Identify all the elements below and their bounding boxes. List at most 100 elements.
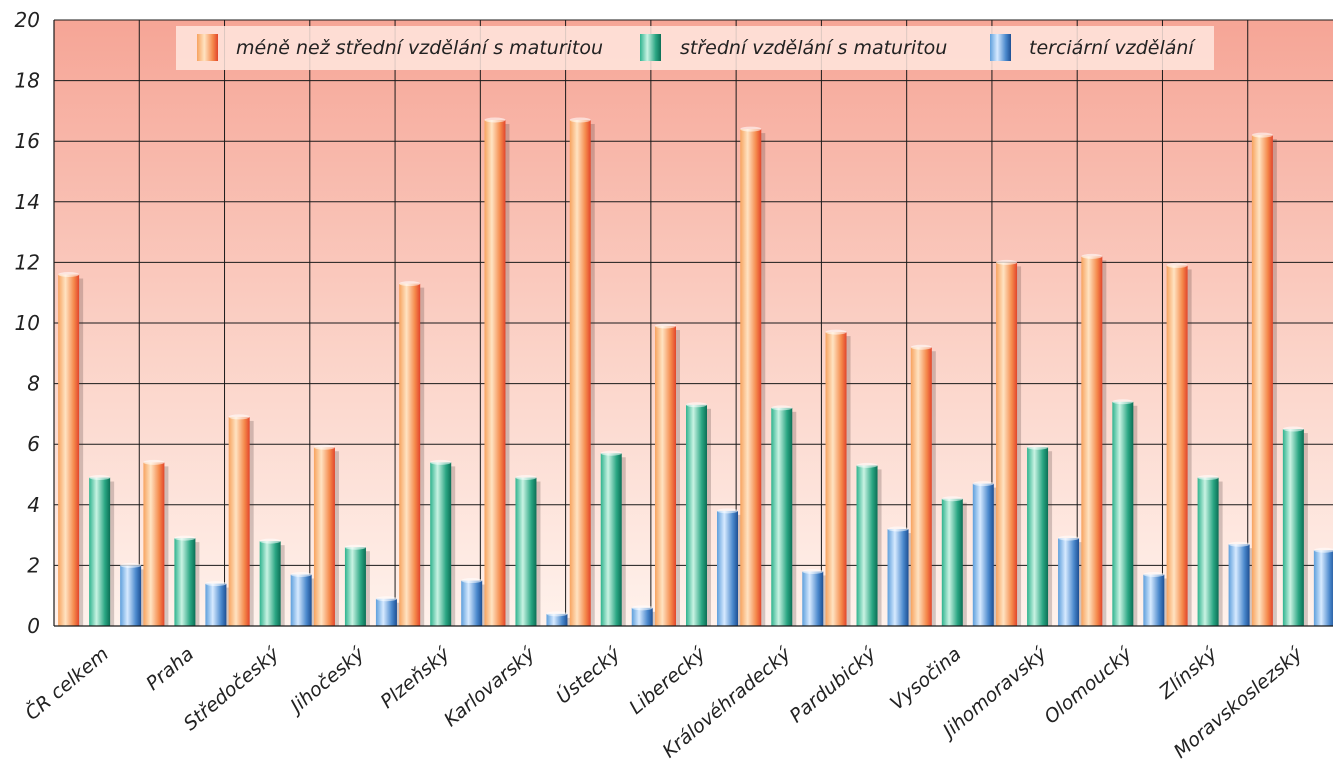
bar-cap bbox=[941, 496, 963, 502]
bar-1 bbox=[1197, 477, 1219, 626]
bar-cap bbox=[1143, 571, 1165, 577]
x-tick-label: Plzeňský bbox=[377, 642, 455, 712]
bar-1 bbox=[89, 477, 111, 626]
bar-0 bbox=[569, 119, 591, 627]
x-tick-label: Ústecký bbox=[551, 641, 625, 708]
y-tick-label: 8 bbox=[27, 372, 40, 396]
bar-cap bbox=[1027, 444, 1049, 450]
x-tick-label: Praha bbox=[142, 643, 198, 695]
y-tick-label: 16 bbox=[15, 129, 40, 153]
bar-0 bbox=[143, 462, 165, 626]
bar-0 bbox=[1166, 265, 1188, 626]
bar-2 bbox=[375, 598, 397, 626]
y-tick-label: 4 bbox=[27, 493, 40, 517]
x-tick-label: Vysočina bbox=[886, 643, 965, 715]
bar-0 bbox=[655, 326, 676, 626]
bar-0 bbox=[1081, 256, 1103, 626]
x-tick-label: Zlínský bbox=[1154, 642, 1221, 704]
bar-1 bbox=[1282, 429, 1304, 626]
bar-1 bbox=[259, 541, 281, 626]
bar-0 bbox=[313, 447, 335, 626]
bar-cap bbox=[259, 538, 281, 544]
y-tick-label: 12 bbox=[15, 250, 40, 274]
bar-cap bbox=[484, 117, 506, 123]
bar-1 bbox=[771, 407, 793, 626]
bar-2 bbox=[1058, 538, 1080, 626]
bar-cap bbox=[569, 117, 591, 123]
bar-cap bbox=[1112, 399, 1134, 405]
bar-cap bbox=[856, 462, 878, 468]
bar-cap bbox=[143, 459, 165, 465]
bar-cap bbox=[58, 272, 80, 278]
x-tick-label: Pardubický bbox=[786, 643, 881, 728]
legend-swatch-0 bbox=[197, 34, 218, 61]
bar-cap bbox=[1081, 253, 1103, 259]
bar-cap bbox=[686, 402, 707, 408]
bar-0 bbox=[910, 347, 932, 626]
legend: méně než střední vzdělání s maturitou stř… bbox=[176, 26, 1214, 70]
bar-cap bbox=[430, 459, 452, 465]
bar-cap bbox=[996, 259, 1018, 265]
bar-cap bbox=[546, 611, 568, 617]
bar-1 bbox=[1112, 401, 1134, 626]
bar-cap bbox=[717, 508, 738, 514]
bar-2 bbox=[631, 607, 653, 626]
bar-cap bbox=[972, 481, 994, 487]
bar-cap bbox=[600, 450, 622, 456]
legend-label-1: střední vzdělání s maturitou bbox=[680, 37, 947, 59]
bar-1 bbox=[686, 404, 707, 626]
bar-cap bbox=[631, 605, 653, 611]
bar-2 bbox=[802, 571, 824, 626]
bar-2 bbox=[1313, 550, 1333, 626]
bar-1 bbox=[344, 547, 366, 626]
bar-0 bbox=[399, 283, 421, 626]
bar-2 bbox=[972, 483, 994, 626]
legend-swatch-2 bbox=[990, 34, 1011, 61]
bar-cap bbox=[399, 281, 421, 287]
bar-0 bbox=[1251, 135, 1273, 626]
bar-cap bbox=[375, 596, 397, 602]
bar-1 bbox=[941, 498, 963, 626]
bar-cap bbox=[290, 571, 312, 577]
bar-2 bbox=[290, 574, 312, 626]
y-tick-label: 2 bbox=[27, 553, 40, 577]
bar-2 bbox=[546, 613, 568, 626]
x-tick-label: Středočeský bbox=[180, 642, 284, 735]
y-tick-label: 20 bbox=[15, 8, 40, 32]
bar-cap bbox=[344, 544, 366, 550]
y-tick-label: 18 bbox=[15, 69, 40, 93]
bar-0 bbox=[825, 332, 847, 626]
bar-cap bbox=[1282, 426, 1304, 432]
bar-cap bbox=[740, 126, 762, 132]
legend-label-0: méně než střední vzdělání s maturitou bbox=[236, 37, 603, 59]
bar-cap bbox=[802, 568, 824, 574]
bar-cap bbox=[1058, 535, 1080, 541]
bar-2 bbox=[717, 510, 738, 626]
x-tick-label: ČR celkem bbox=[20, 641, 113, 724]
bar-0 bbox=[484, 119, 506, 627]
bar-cap bbox=[771, 405, 793, 411]
bar-cap bbox=[89, 475, 111, 481]
bar-2 bbox=[120, 565, 142, 626]
bar-0 bbox=[740, 129, 762, 626]
bar-cap bbox=[1197, 475, 1219, 481]
y-tick-label: 10 bbox=[15, 311, 40, 335]
bar-cap bbox=[205, 581, 227, 587]
bar-1 bbox=[856, 465, 878, 626]
bar-cap bbox=[174, 535, 196, 541]
legend-label-2: terciární vzdělání bbox=[1029, 37, 1196, 59]
y-tick-label: 14 bbox=[15, 190, 40, 214]
bar-cap bbox=[515, 475, 537, 481]
x-tick-label: Karlovarský bbox=[440, 643, 540, 732]
legend-swatch-1 bbox=[640, 34, 661, 61]
bars bbox=[58, 117, 1333, 627]
bar-1 bbox=[600, 453, 622, 626]
bar-2 bbox=[461, 580, 483, 626]
x-tick-label: Liberecký bbox=[625, 642, 710, 718]
legend-box bbox=[176, 26, 1214, 70]
x-tick-label: Jihočeský bbox=[283, 642, 369, 719]
x-tick-label: Olomoucký bbox=[1040, 642, 1136, 728]
bar-1 bbox=[1027, 447, 1049, 626]
bar-cap bbox=[1251, 132, 1273, 138]
bar-1 bbox=[430, 462, 452, 626]
